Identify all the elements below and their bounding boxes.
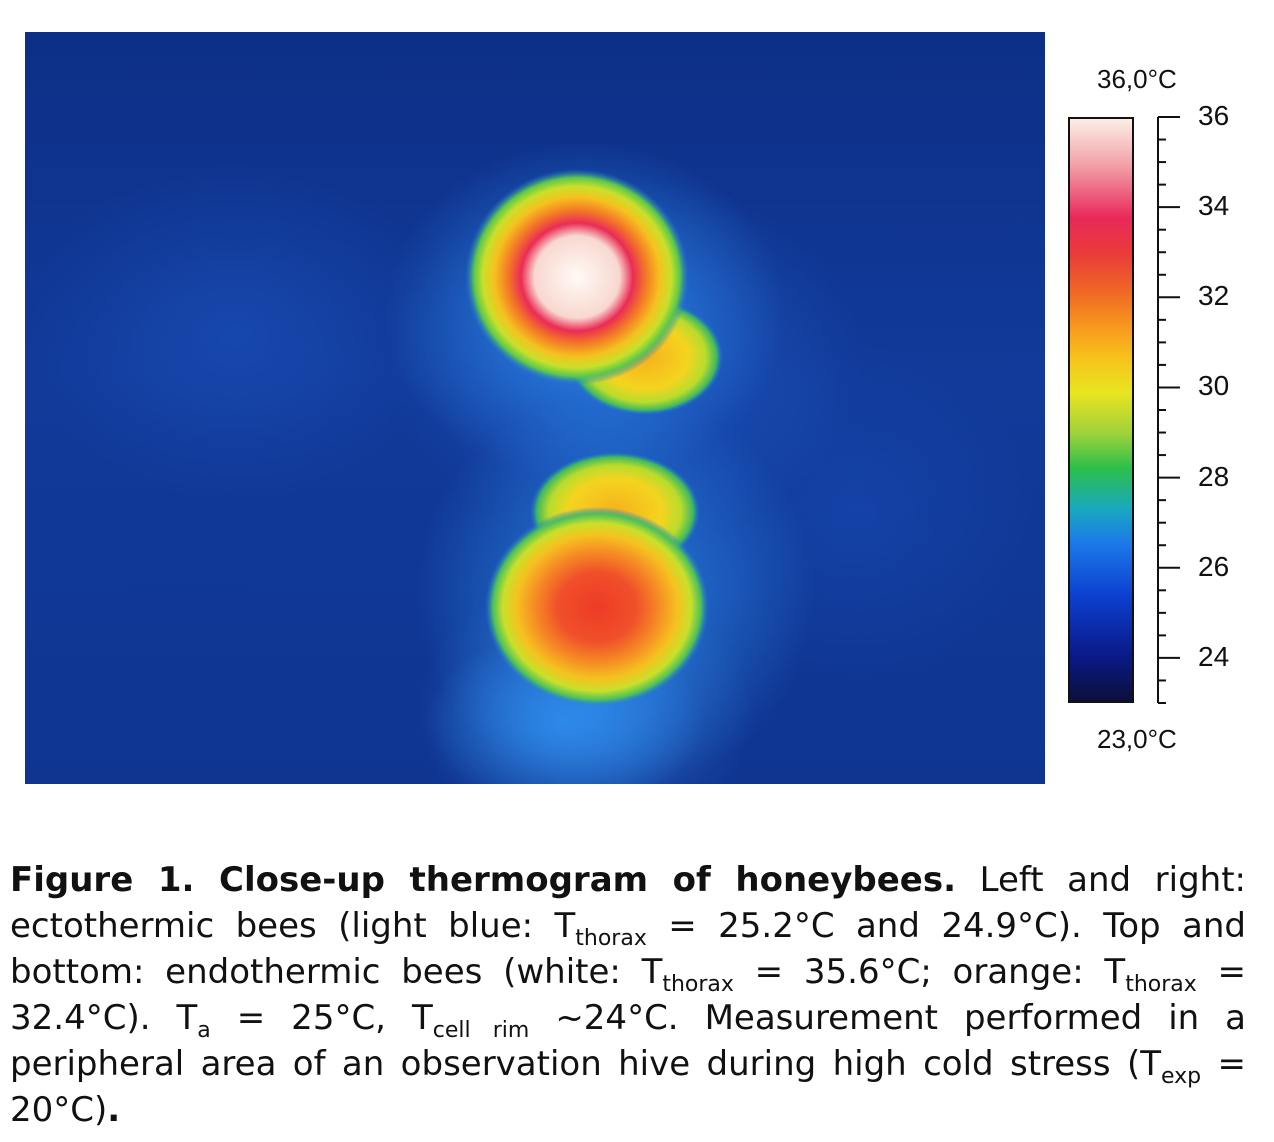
tick-label: 24: [1198, 640, 1230, 672]
caption-text: = 25.2°C and 24.9°C). Top and bottom: en…: [10, 906, 1246, 992]
caption-text: = 32.4°C). T: [10, 952, 1246, 1038]
caption-text: = 20°C): [10, 1044, 1246, 1130]
colorbar-min-label: 23,0°C: [1097, 724, 1177, 754]
caption-subscript: cell rim: [432, 1017, 530, 1043]
caption-subscript: exp: [1161, 1063, 1202, 1089]
tick-label: 36: [1198, 100, 1230, 131]
caption-text: = 25°C, T: [210, 998, 433, 1038]
thermogram-overlay: [385, 142, 815, 784]
tick-label: 34: [1198, 190, 1230, 222]
caption-subscript: a: [197, 1017, 211, 1043]
temperature-colorbar: [1068, 117, 1134, 703]
caption-subscript: thorax: [1125, 971, 1197, 997]
tick-label: 26: [1198, 550, 1230, 582]
colorbar-scale-axis: [1157, 116, 1180, 704]
tick-label: 32: [1198, 280, 1230, 312]
figure-caption: Figure 1. Close-up thermogram of honeybe…: [10, 857, 1246, 1133]
caption-text: Left and right: ectothermic bees (light …: [10, 860, 1246, 946]
caption-title: Figure 1. Close-up thermogram of honeybe…: [10, 860, 957, 900]
colorbar-max-label: 36,0°C: [1097, 64, 1177, 94]
caption-text: = 35.6°C; orange: T: [733, 952, 1126, 992]
tick-label: 30: [1198, 370, 1230, 402]
tick-label: 28: [1198, 460, 1230, 492]
thermogram-image: [25, 32, 1045, 784]
caption-text: ~24°C. Measurement performed in a periph…: [10, 998, 1247, 1084]
caption-subscript: thorax: [662, 971, 734, 997]
caption-end: .: [107, 1090, 121, 1130]
caption-subscript: thorax: [575, 925, 647, 951]
